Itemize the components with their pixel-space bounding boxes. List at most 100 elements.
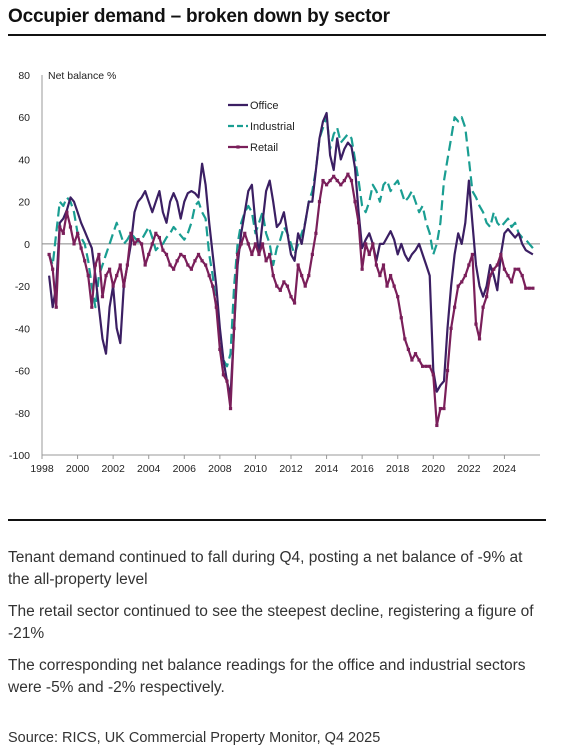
series-point-retail <box>353 200 357 204</box>
series-point-retail <box>168 263 172 267</box>
series-point-retail <box>435 423 439 428</box>
series-point-retail <box>164 252 169 257</box>
series-point-retail <box>221 373 226 377</box>
x-tick-label: 2016 <box>350 463 374 475</box>
x-tick-label: 2018 <box>386 463 410 475</box>
series-point-retail <box>410 358 414 362</box>
series-point-retail <box>186 263 190 267</box>
series-point-retail <box>445 368 450 373</box>
series-point-retail <box>118 263 122 267</box>
middle-divider <box>8 519 546 521</box>
series-point-retail <box>428 364 432 368</box>
series-point-retail <box>125 263 129 267</box>
series-point-retail <box>527 286 531 290</box>
legend-marker-retail <box>236 145 240 149</box>
x-tick-label: 2020 <box>422 463 446 475</box>
x-tick-label: 1998 <box>30 463 54 475</box>
series-point-retail <box>51 267 55 271</box>
series-point-retail <box>47 252 51 257</box>
series-point-retail <box>488 273 492 278</box>
y-tick-label: -80 <box>15 408 30 420</box>
series-point-retail <box>115 273 119 278</box>
series-point-retail <box>218 347 222 352</box>
series-point-retail <box>456 284 460 288</box>
series-point-retail <box>68 225 73 229</box>
series-point-retail <box>485 295 489 299</box>
series-point-retail <box>196 252 201 257</box>
x-tick-label: 2006 <box>173 463 197 475</box>
x-tick-label: 2022 <box>457 463 481 475</box>
series-point-retail <box>342 178 346 183</box>
series-point-retail <box>392 284 396 288</box>
series-point-retail <box>79 246 83 250</box>
series-point-retail <box>172 267 176 271</box>
series-point-retail <box>378 273 382 278</box>
legend-label-industrial: Industrial <box>250 121 295 133</box>
series-point-retail <box>332 174 336 178</box>
series-point-retail <box>61 231 65 235</box>
series-point-retail <box>271 273 275 278</box>
series-point-retail <box>406 347 410 352</box>
series-point-retail <box>513 267 517 271</box>
series-point-retail <box>413 352 418 356</box>
x-tick-label: 2024 <box>493 463 517 475</box>
series-point-retail <box>495 263 499 267</box>
series-point-retail <box>381 263 386 267</box>
series-point-retail <box>236 252 240 257</box>
series-point-retail <box>300 273 304 278</box>
series-point-retail <box>193 259 197 263</box>
series-point-retail <box>243 231 247 235</box>
y-tick-label: 60 <box>18 112 30 124</box>
series-point-retail <box>399 316 403 320</box>
series-point-retail <box>90 305 94 309</box>
y-tick-label: -40 <box>15 323 30 335</box>
series-point-retail <box>421 364 425 368</box>
y-tick-label: -60 <box>15 366 30 378</box>
y-tick-label: 80 <box>18 70 30 82</box>
series-point-retail <box>97 252 101 257</box>
series-point-retail <box>374 263 378 267</box>
series-point-retail <box>268 252 272 257</box>
series-point-retail <box>367 252 371 257</box>
chart-legend: Office Industrial Retail <box>228 100 295 154</box>
series-point-retail <box>396 295 400 299</box>
series-point-retail <box>438 406 442 411</box>
series-point-retail <box>282 280 286 284</box>
series-point-retail <box>460 280 464 284</box>
series-point-retail <box>346 172 350 176</box>
series-point-retail <box>278 288 282 292</box>
series-point-retail <box>289 295 293 299</box>
series-point-retail <box>431 373 435 377</box>
series-point-retail <box>225 379 229 383</box>
x-tick-label: 2000 <box>66 463 90 475</box>
series-point-retail <box>389 273 393 278</box>
series-point-retail <box>371 242 375 246</box>
paragraph-office-industrial: The corresponding net balance readings f… <box>8 657 526 696</box>
series-point-retail <box>129 231 133 235</box>
y-axis-label: Net balance % <box>48 70 116 82</box>
series-point-retail <box>307 273 311 278</box>
series-point-retail <box>292 301 297 305</box>
series-point-retail <box>314 231 318 235</box>
series-point-retail <box>189 267 193 271</box>
series-point-retail <box>157 235 161 240</box>
x-tick-label: 2014 <box>315 463 339 475</box>
series-point-retail <box>232 326 236 330</box>
series-point-retail <box>317 200 322 204</box>
series-point-retail <box>403 337 407 341</box>
series-point-retail <box>360 267 364 271</box>
series-point-retail <box>303 284 307 288</box>
y-tick-label: 20 <box>18 197 30 209</box>
series-point-retail <box>93 263 97 267</box>
series-point-retail <box>264 259 268 263</box>
series-point-retail <box>150 242 154 246</box>
series-point-retail <box>83 259 87 263</box>
series-point-retail <box>200 259 204 263</box>
series-point-retail <box>228 406 233 411</box>
paragraph-retail-decline: The retail sector continued to see the s… <box>8 603 534 642</box>
chart-title: Occupier demand – broken down by sector <box>8 6 390 27</box>
series-point-retail <box>72 242 76 246</box>
series-point-retail <box>179 252 183 257</box>
y-tick-label: 0 <box>24 239 30 251</box>
series-point-retail <box>470 252 475 257</box>
